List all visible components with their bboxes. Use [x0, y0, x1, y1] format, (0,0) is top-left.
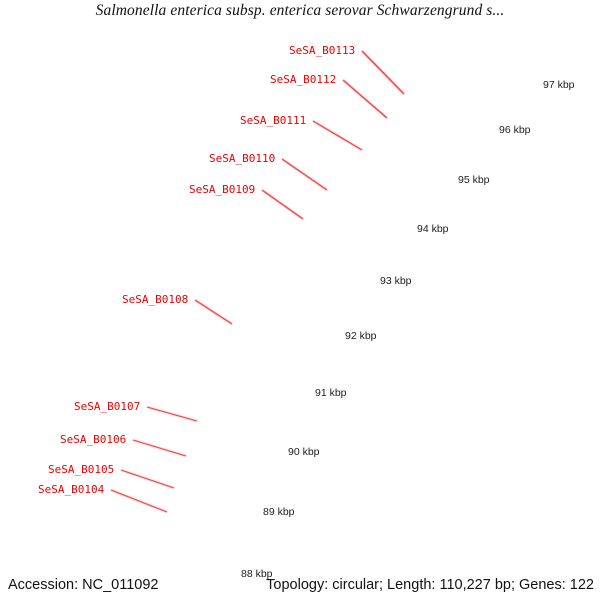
ruler-tick-label: 88 kbp: [241, 568, 273, 580]
ruler-tick-label: 91 kbp: [315, 387, 347, 399]
ruler-tick-label: 93 kbp: [380, 275, 412, 287]
gene-label[interactable]: SeSA_B0107: [74, 400, 141, 413]
gene-label[interactable]: SeSA_B0112: [270, 73, 337, 86]
accession-status: Accession: NC_011092: [8, 577, 159, 593]
ruler-tick-label: 89 kbp: [263, 506, 295, 518]
gene-label[interactable]: SeSA_B0106: [60, 433, 127, 446]
ruler-tick-label: 97 kbp: [543, 79, 575, 91]
gene-label[interactable]: SeSA_B0111: [240, 114, 307, 127]
gene-label[interactable]: SeSA_B0110: [209, 152, 276, 165]
genome-summary-status: Topology: circular; Length: 110,227 bp; …: [266, 577, 594, 593]
gene-label[interactable]: SeSA_B0105: [48, 463, 115, 476]
ruler-tick-label: 92 kbp: [345, 330, 377, 342]
gene-label[interactable]: SeSA_B0113: [289, 44, 356, 57]
gene-label[interactable]: SeSA_B0104: [38, 483, 105, 496]
gene-label[interactable]: SeSA_B0109: [189, 183, 256, 196]
ruler-tick-label: 94 kbp: [417, 223, 449, 235]
status-bar: Accession: NC_011092 Topology: circular;…: [0, 570, 600, 600]
gene-label[interactable]: SeSA_B0108: [122, 293, 189, 306]
ruler-tick-label: 96 kbp: [499, 124, 531, 136]
ruler-tick-label: 90 kbp: [288, 446, 320, 458]
ruler-tick-label: 95 kbp: [458, 174, 490, 186]
